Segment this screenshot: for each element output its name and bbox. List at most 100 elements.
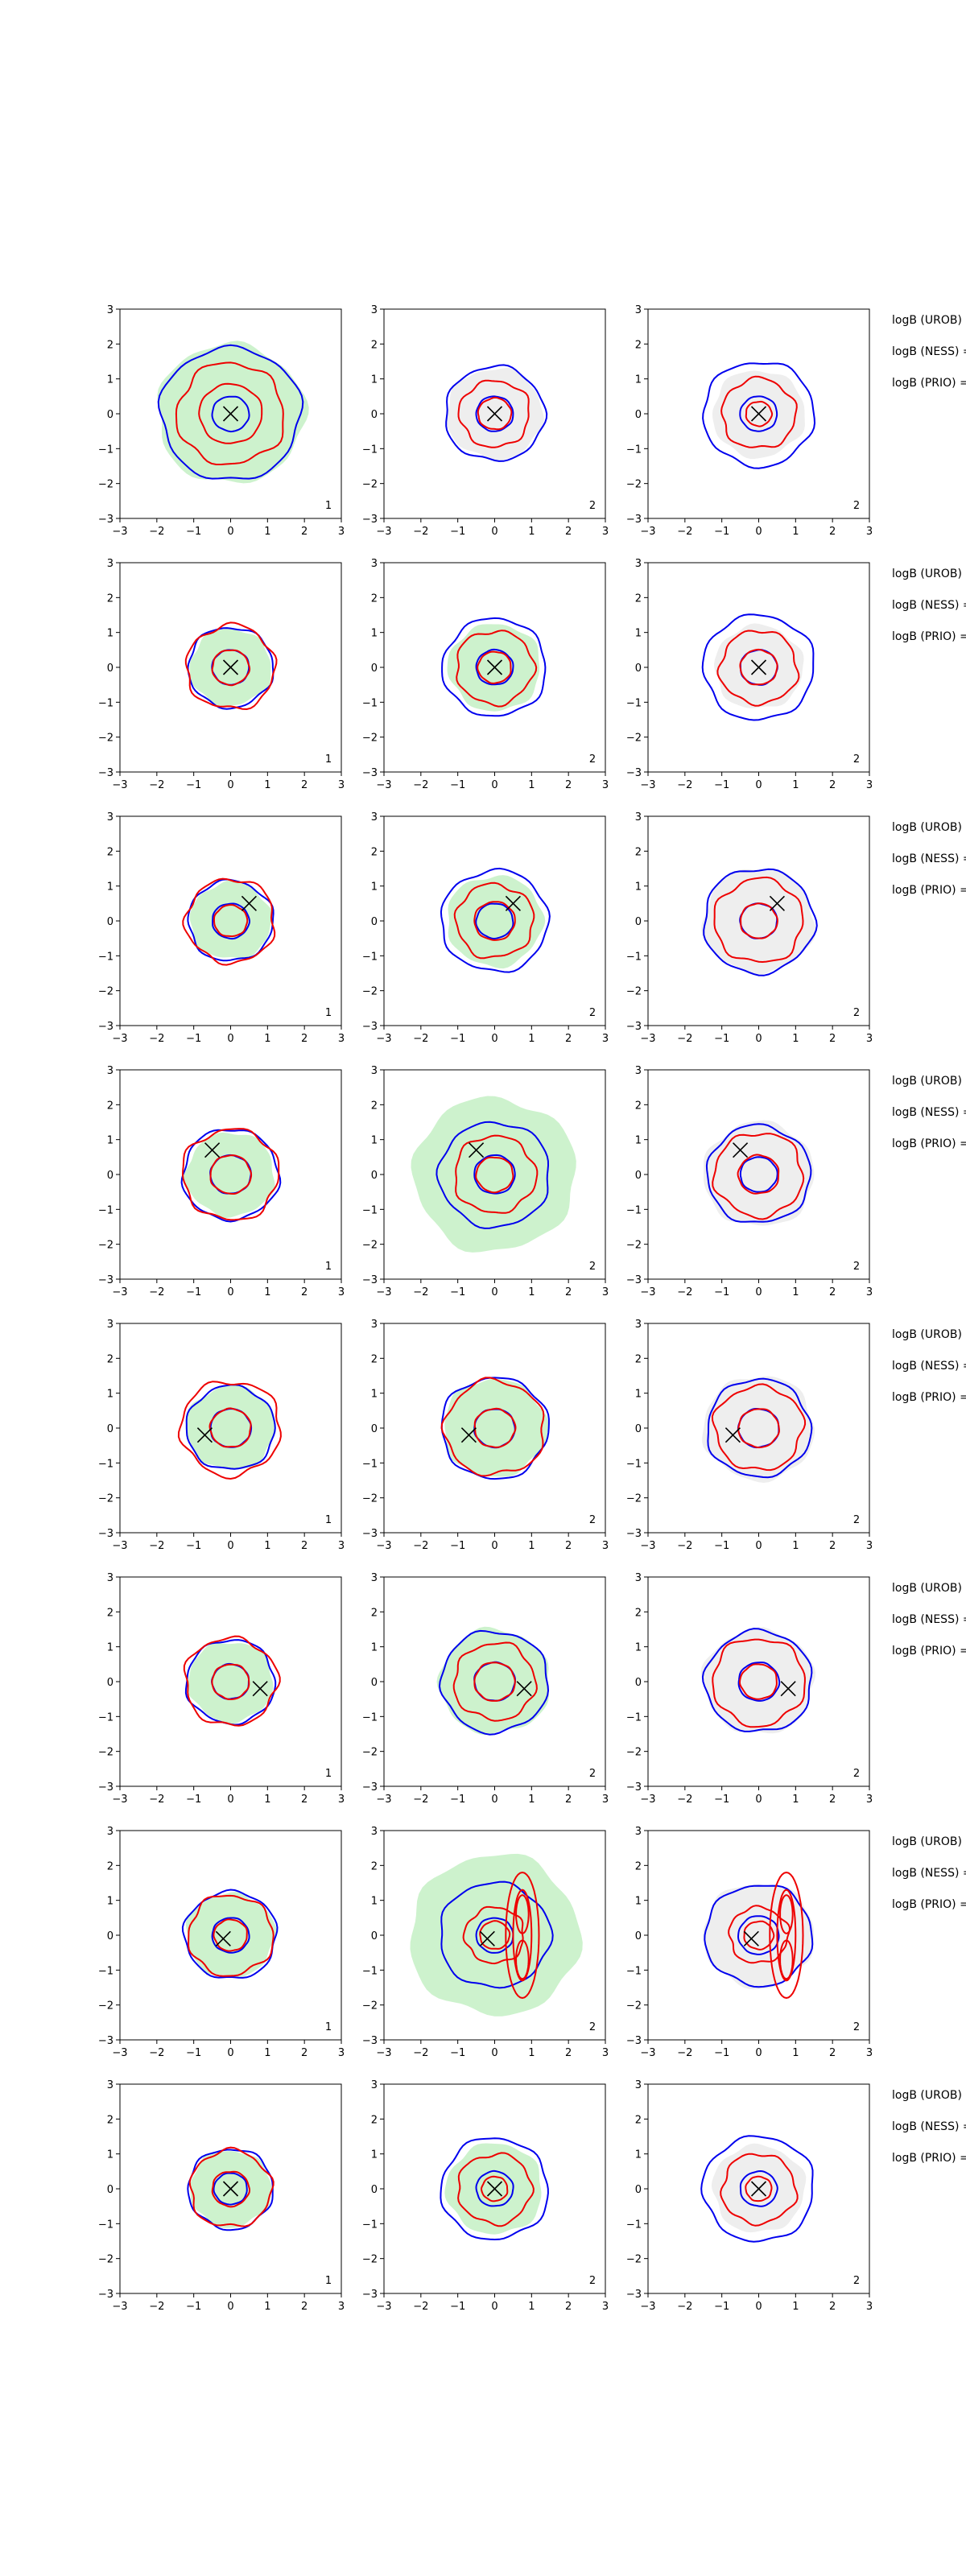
y-tick-label: 3 — [371, 1826, 378, 1838]
y-tick-label: 0 — [635, 1423, 642, 1435]
panel-r4-c1: −3 −2 −1 0 1 2 3 −3 −2 −1 0 1 2 3 1 — [98, 1065, 345, 1298]
y-tick-label: 0 — [371, 1170, 378, 1182]
row-label-3: logB (PRIO) = — [892, 377, 966, 390]
row-label-2: logB (NESS) = — [892, 1360, 966, 1373]
x-tick-label: 2 — [829, 779, 836, 791]
x-tick-label: 0 — [227, 2047, 233, 2059]
plot-area — [441, 617, 547, 717]
y-tick-label: 2 — [107, 846, 114, 858]
x-tick-label: −2 — [413, 779, 428, 791]
row-label-1: logB (UROB) — [892, 1835, 962, 1848]
y-tick-label: 0 — [635, 2184, 642, 2196]
y-tick-label: −3 — [362, 1274, 378, 1286]
x-tick-label: −3 — [376, 526, 391, 538]
blue-contour-1 — [185, 1384, 276, 1470]
x-tick-label: −3 — [640, 1033, 655, 1045]
plot-area — [702, 362, 816, 469]
row-label-1: logB (UROB) — [892, 568, 962, 580]
red-contour-1 — [712, 1638, 806, 1728]
plot-area — [177, 1381, 282, 1480]
y-tick-label: 3 — [635, 304, 642, 316]
x-tick-label: −2 — [149, 1286, 164, 1298]
x-tick-label: 3 — [338, 1540, 345, 1552]
x-tick-label: 1 — [264, 2047, 270, 2059]
x-tick-label: −3 — [640, 2301, 655, 2313]
panel-r1-c1: −3 −2 −1 0 1 2 3 −3 −2 −1 0 1 2 3 1 — [98, 304, 345, 538]
x-tick-label: 2 — [301, 1286, 308, 1298]
plot-area — [445, 364, 548, 462]
true-value-marker — [204, 1142, 221, 1158]
red-contour-1 — [188, 2146, 275, 2227]
x-tick-label: −1 — [450, 1033, 465, 1045]
red-contour-1 — [713, 876, 804, 964]
y-tick-label: 1 — [635, 881, 642, 894]
x-tick-label: −1 — [450, 2301, 465, 2313]
x-tick-label: 1 — [792, 2301, 799, 2313]
row-label-2: logB (NESS) = — [892, 1106, 966, 1119]
x-tick-label: −3 — [640, 779, 655, 791]
panel-label: 2 — [853, 1514, 860, 1526]
row-label-1: logB (UROB) — [892, 314, 962, 327]
red-contour-1 — [181, 1128, 280, 1221]
row-label-2: logB (NESS) = — [892, 1867, 966, 1880]
x-tick-label: −1 — [450, 1286, 465, 1298]
y-tick-label: 2 — [635, 339, 642, 351]
x-tick-label: 2 — [301, 1540, 308, 1552]
x-tick-label: −1 — [186, 2047, 201, 2059]
y-tick-label: 2 — [371, 1100, 378, 1112]
x-tick-label: 3 — [338, 2047, 345, 2059]
x-tick-label: −3 — [112, 1033, 127, 1045]
true-value-marker — [252, 1681, 268, 1697]
y-tick-label: −3 — [98, 1021, 114, 1033]
density-fill — [704, 1120, 815, 1226]
y-tick-label: −2 — [98, 1493, 114, 1505]
y-tick-label: 1 — [635, 1896, 642, 1908]
y-tick-label: 1 — [635, 2149, 642, 2161]
red-contour-1 — [712, 1133, 805, 1220]
true-value-marker — [241, 895, 257, 911]
blue-contour-1 — [440, 867, 551, 973]
x-tick-label: 0 — [227, 1540, 233, 1552]
true-value-marker — [750, 2181, 767, 2197]
density-fill — [186, 1385, 275, 1470]
y-tick-label: 1 — [371, 374, 378, 386]
x-tick-label: 3 — [866, 1286, 873, 1298]
panel-r2-c1: −3 −2 −1 0 1 2 3 −3 −2 −1 0 1 2 3 1 — [98, 558, 345, 791]
y-tick-label: −1 — [362, 951, 378, 963]
y-tick-label: −3 — [98, 1528, 114, 1540]
x-tick-label: −1 — [186, 779, 201, 791]
true-value-marker — [743, 1930, 759, 1946]
panel-label: 2 — [589, 1768, 596, 1780]
blue-contour-2 — [475, 395, 514, 432]
density-fill — [444, 1378, 549, 1477]
y-tick-label: 3 — [635, 1065, 642, 1077]
y-tick-label: 1 — [107, 881, 114, 894]
x-tick-label: 1 — [528, 1286, 535, 1298]
row-label-2: logB (NESS) = — [892, 345, 966, 358]
red-contour-2 — [211, 649, 251, 687]
y-tick-label: −2 — [626, 2000, 642, 2013]
y-tick-label: 2 — [371, 2114, 378, 2126]
y-tick-label: 0 — [371, 1930, 378, 1942]
x-tick-label: 0 — [227, 1286, 233, 1298]
x-tick-label: −3 — [640, 1540, 655, 1552]
panel-label: 1 — [325, 2275, 332, 2287]
y-tick-label: −1 — [98, 1458, 114, 1470]
red-contour-2 — [480, 2175, 509, 2202]
blue-contour-1 — [707, 1377, 813, 1479]
y-tick-label: 1 — [371, 628, 378, 640]
y-tick-label: 1 — [371, 2149, 378, 2161]
x-tick-label: −2 — [149, 1540, 164, 1552]
x-tick-label: −3 — [376, 1794, 391, 1806]
panel-label: 2 — [853, 2021, 860, 2033]
red-contour-1 — [188, 1894, 275, 1977]
y-tick-label: −2 — [362, 733, 378, 745]
y-tick-label: 0 — [371, 1423, 378, 1435]
y-tick-label: 1 — [107, 628, 114, 640]
x-tick-label: 1 — [792, 1286, 799, 1298]
x-tick-label: 0 — [227, 779, 233, 791]
true-value-marker — [215, 1930, 231, 1946]
y-tick-label: −1 — [626, 697, 642, 709]
y-tick-label: 1 — [635, 1135, 642, 1147]
